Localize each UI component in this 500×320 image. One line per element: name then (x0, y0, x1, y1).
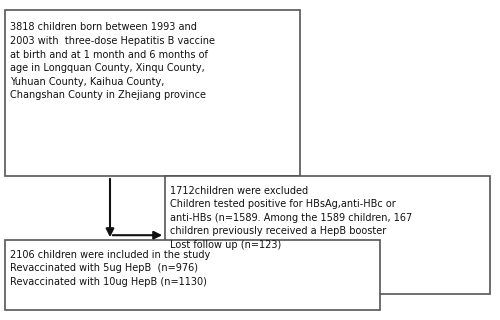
Text: 1712children were excluded
Children tested positive for HBsAg,anti-HBc or
anti-H: 1712children were excluded Children test… (170, 186, 412, 250)
Text: 3818 children born between 1993 and
2003 with  three-dose Hepatitis B vaccine
at: 3818 children born between 1993 and 2003… (10, 22, 215, 100)
Text: 2106 children were included in the study
Revaccinated with 5ug HepB  (n=976)
Rev: 2106 children were included in the study… (10, 250, 210, 287)
FancyBboxPatch shape (165, 176, 490, 294)
FancyBboxPatch shape (5, 10, 300, 176)
FancyBboxPatch shape (5, 240, 380, 310)
